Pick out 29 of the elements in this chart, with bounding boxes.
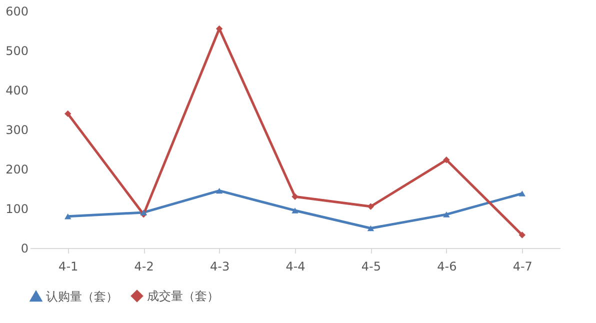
point xyxy=(216,188,223,194)
point xyxy=(443,212,450,218)
x-tick-label: 4-5 xyxy=(361,260,382,274)
y-tick-label: 500 xyxy=(6,44,28,58)
point xyxy=(518,232,526,238)
x-tick-label: 4-1 xyxy=(58,260,78,274)
point xyxy=(216,25,223,32)
point xyxy=(292,193,298,200)
y-tick-label: 300 xyxy=(6,123,28,137)
x-tick-label: 4-7 xyxy=(512,260,532,274)
y-tick-label: 200 xyxy=(6,162,28,176)
y-tick-label: 400 xyxy=(6,84,28,98)
point xyxy=(367,225,374,232)
point xyxy=(140,210,147,216)
legend-label: 认购量（套） xyxy=(46,289,118,304)
point xyxy=(367,203,374,210)
x-tick-label: 4-2 xyxy=(134,260,154,274)
point xyxy=(64,110,72,118)
legend-label: 成交量（套） xyxy=(147,289,219,303)
y-tick-label: 100 xyxy=(6,202,28,216)
y-tick-label: 0 xyxy=(20,242,28,256)
point xyxy=(292,208,298,214)
point xyxy=(64,213,72,220)
x-tick-label: 4-4 xyxy=(286,260,306,274)
x-tick-label: 4-6 xyxy=(437,260,457,274)
y-tick-label: 600 xyxy=(6,4,28,18)
point xyxy=(518,190,526,196)
point xyxy=(443,156,450,164)
x-tick-label: 4-3 xyxy=(210,260,230,274)
